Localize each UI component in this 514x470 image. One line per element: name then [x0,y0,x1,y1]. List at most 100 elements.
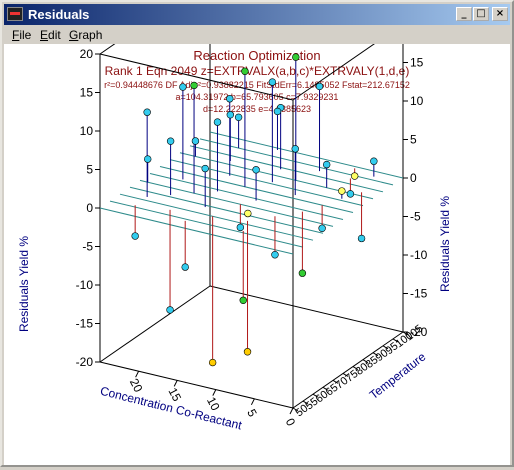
data-point [291,145,299,153]
z-tick-label-right: 5 [410,133,417,147]
data-point [244,209,252,218]
y-tick-label: 95 [383,340,400,357]
y-tick-label: 90 [373,347,390,364]
y-tick-label: 70 [333,375,350,392]
data-point [191,137,200,145]
z-tick-label-right: 10 [410,94,424,108]
z-tick-label-left: -15 [76,317,94,331]
grid-line [189,145,384,193]
grid-line [109,200,304,248]
grid-line [169,159,364,207]
title-bar[interactable]: Residuals _ □ × [4,4,510,25]
data-point [166,137,175,145]
y-tick-label: 75 [343,368,360,385]
grid-line [99,207,294,255]
x-tick-label: 0 [283,416,299,429]
grid-line [139,179,334,227]
z-tick-label-right: 0 [410,171,417,185]
data-point [273,107,282,116]
box-edge [209,285,404,333]
zero-plane-grid [99,131,404,255]
z-tick-label-left: 5 [86,163,93,177]
graph-area[interactable]: Reaction Optimization Rank 1 Eqn 2049 z=… [4,0,510,465]
data-point [318,224,326,232]
data-point [346,190,355,198]
data-point [268,78,277,86]
chart-params-line-1: a=104.31972 b=65.793605 c=7.9329231 [176,92,339,102]
x-tick-label: 15 [165,385,184,404]
y-tick [392,338,399,343]
data-point [201,164,209,173]
data-point [239,296,247,304]
z-tick-label-left: 15 [80,86,94,100]
z-axis-label-right: Residuals Yield % [438,196,452,292]
y-tick [292,407,299,412]
data-point [243,348,252,356]
y-tick-label: 65 [323,382,340,399]
y-tick [402,331,409,336]
grid-line [129,186,324,234]
y-tick [362,359,369,364]
grid-line [209,131,404,179]
z-tick-label-left: 0 [86,201,93,215]
data-point [241,67,249,75]
box-edge [99,285,211,363]
y-tick-label: 80 [353,361,370,378]
box-edge [292,331,404,409]
x-tick [173,380,178,387]
box-edge [99,361,294,409]
z-tick-label-left: -20 [76,355,94,369]
z-tick-label-right: -20 [410,325,428,339]
z-tick-label-right: -5 [410,210,421,224]
data-point [298,269,307,277]
residuals-3d-chart: Reaction Optimization Rank 1 Eqn 2049 z=… [17,0,452,433]
menu-graph[interactable]: Graph [69,28,103,42]
data-point [252,166,260,174]
data-point [131,232,139,240]
maximize-button[interactable]: □ [473,7,489,21]
y-tick [382,345,389,350]
data-point [179,83,187,91]
chart-params-line-2: d=12.222835 e=4.6385623 [203,104,311,114]
y-tick-label: 85 [363,354,380,371]
data-point [190,81,198,90]
data-point [292,53,300,61]
z-tick-label-left: 10 [80,124,94,138]
close-button[interactable]: × [492,7,508,21]
x-tick [135,370,140,378]
grid-line [199,138,394,186]
window-title: Residuals [28,7,90,22]
y-tick [352,366,359,370]
app-icon[interactable] [7,7,23,21]
y-tick-label: 60 [313,389,330,406]
minimize-button[interactable]: _ [456,7,472,21]
x-tick-label: 10 [204,395,223,414]
menu-edit[interactable]: Edit [40,28,61,42]
grid-line [149,172,344,220]
y-tick [372,352,379,357]
menu-file[interactable]: File [12,28,32,42]
y-tick-label: 55 [303,395,320,412]
x-tick [250,398,255,406]
data-point [208,358,217,367]
data-point [166,306,174,314]
data-point [370,157,378,165]
chart-stats-line: r²=0.94448676 DF Adj r²=0.93882215 FitSt… [104,80,410,90]
data-point [338,187,346,195]
y-tick [332,379,339,384]
data-point [236,223,245,232]
box-edge [99,53,294,101]
data-point [322,160,331,169]
data-point [144,155,152,163]
chart-title: Reaction Optimization [193,48,320,63]
y-tick [312,393,319,398]
menu-bar: File Edit Graph [4,26,510,44]
x-tick-label: 5 [244,407,260,420]
data-point [181,263,189,271]
z-tick-label-right: -10 [410,248,428,262]
data-point [143,108,151,116]
z-tick-label-left: -5 [82,240,93,254]
data-point [315,82,324,91]
data-points [131,53,378,367]
